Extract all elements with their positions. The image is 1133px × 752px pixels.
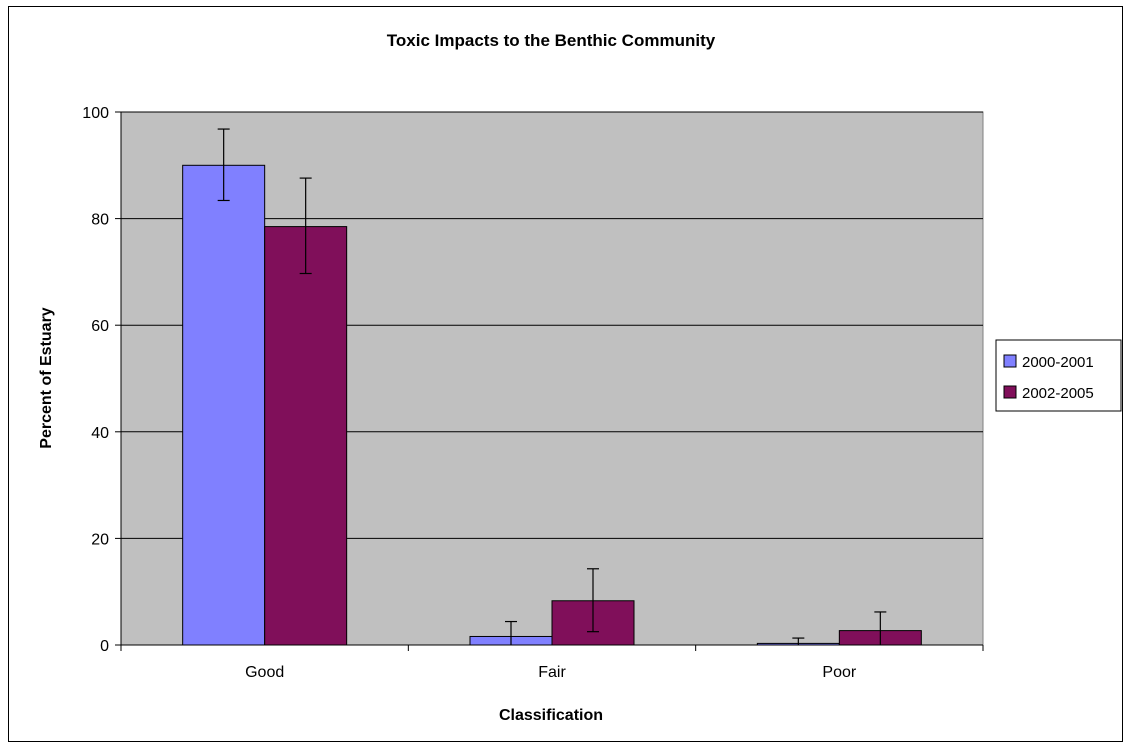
y-tick-label: 20 [91,531,109,548]
x-tick-label: Good [245,664,284,681]
bar [182,164,266,646]
y-axis-label: Percent of Estuary [38,307,55,448]
bars [182,164,922,646]
y-tick-label: 60 [91,318,109,335]
legend-box [995,339,1122,412]
legend-label: 2000-2001 [1022,354,1094,371]
error-bars [217,128,887,645]
bar [264,226,348,646]
y-tick-label: 100 [82,105,109,122]
y-tick-label: 40 [91,425,109,442]
x-tick-label: Fair [538,664,566,681]
legend: 2000-2001 2002-2005 [995,339,1122,412]
y-tick-label: 80 [91,212,109,229]
chart-title: Toxic Impacts to the Benthic Community [387,31,716,50]
x-tick-label: Poor [822,664,856,681]
axes [115,111,984,651]
legend-swatch [1003,354,1017,368]
y-tick-label: 0 [100,638,109,655]
legend-label: 2002-2005 [1022,385,1094,402]
y-tick-labels: 0 20 40 60 80 100 [82,105,109,655]
legend-swatch [1003,385,1017,399]
x-axis-label: Classification [499,707,603,724]
x-tick-labels: Good Fair Poor [245,664,857,681]
